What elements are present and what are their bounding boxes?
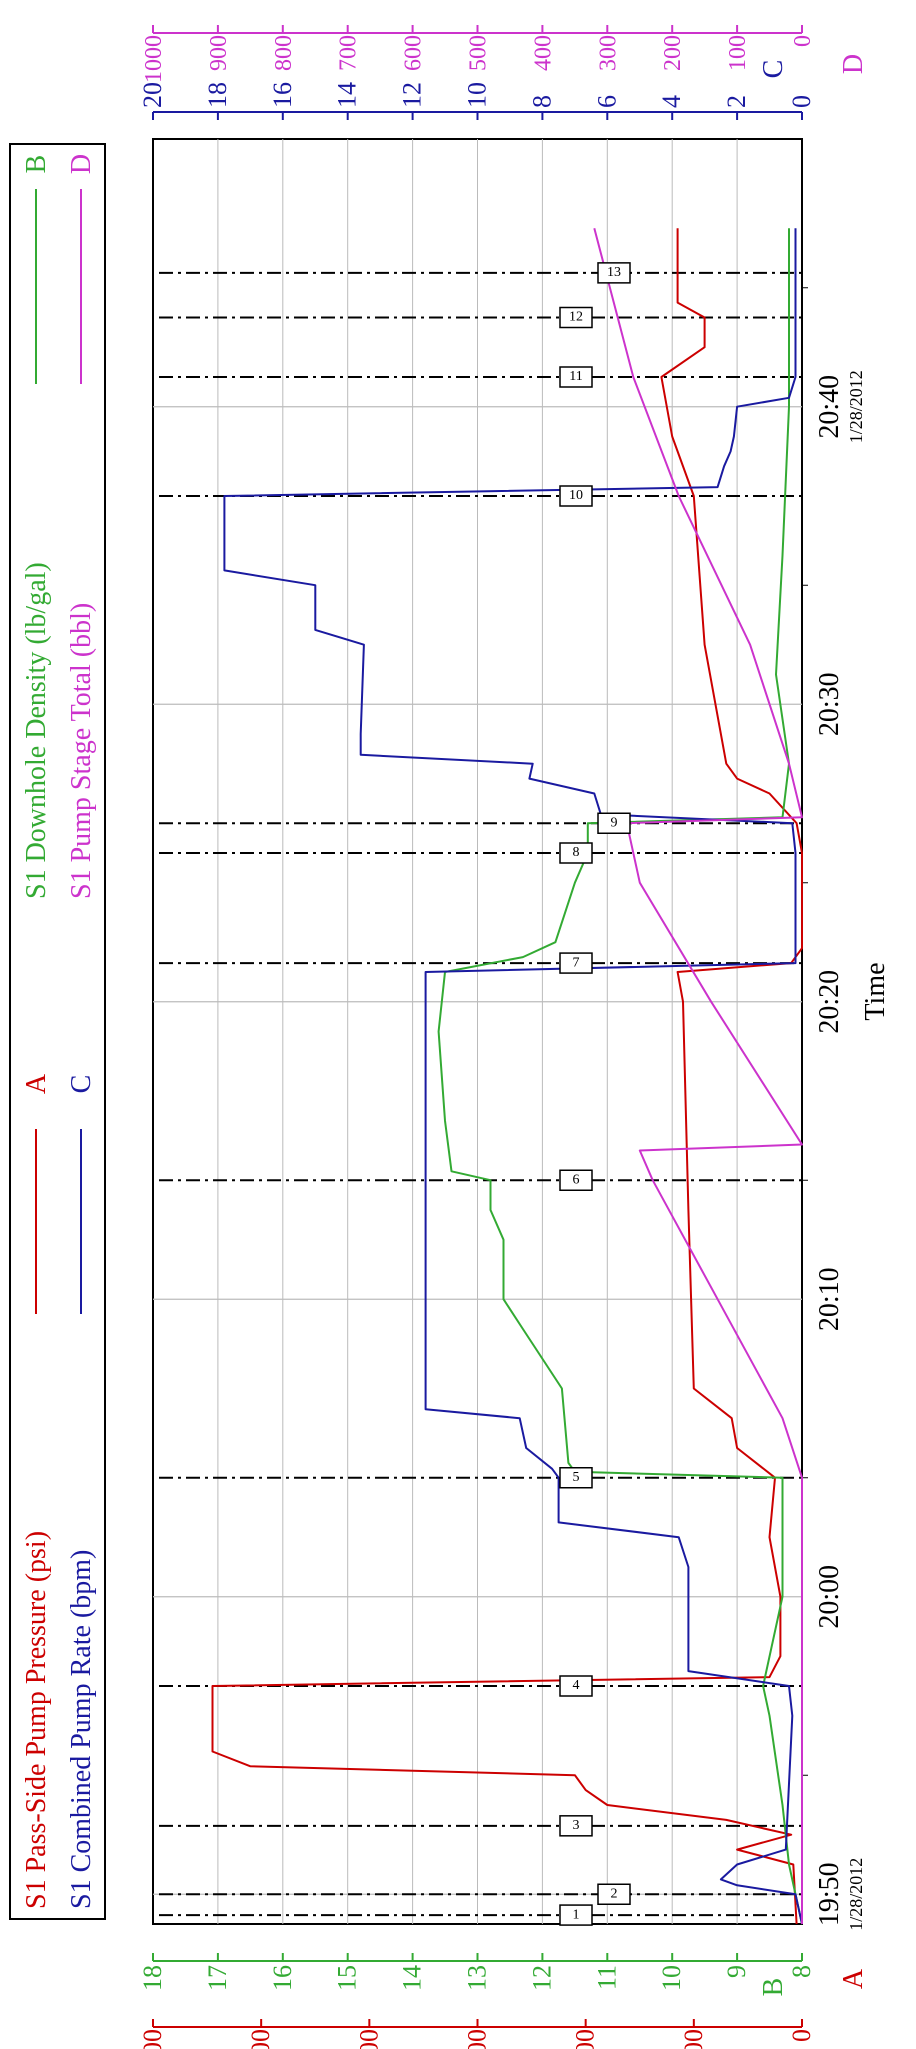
- axis-a-tick-label: 0: [787, 2029, 816, 2042]
- axis-d-tick-label: 400: [530, 35, 556, 71]
- legend-axis-letter: A: [21, 1073, 52, 1094]
- axis-c-tick-label: 12: [398, 82, 427, 108]
- axis-c-tick-label: 2: [722, 95, 751, 108]
- event-marker-flag: [559, 952, 593, 974]
- axis-d-tick-label: 700: [336, 35, 362, 71]
- axis-c-tick-label: 14: [333, 82, 362, 108]
- event-marker-label: 8: [573, 845, 580, 860]
- axis-c-tick-label: 10: [463, 82, 492, 108]
- event-marker-flag: [559, 1467, 593, 1489]
- axis-a-tick-label: 1000: [679, 2029, 708, 2049]
- event-marker-label: 13: [607, 265, 621, 280]
- legend-label: S1 Pass-Side Pump Pressure (psi): [21, 1531, 52, 1909]
- axis-c-letter: C: [758, 60, 789, 79]
- axis-d-letter: D: [838, 54, 869, 74]
- axis-c-tick-label: 20: [138, 82, 167, 108]
- axis-c-tick-label: 4: [657, 95, 686, 108]
- axis-b-tick-label: 10: [657, 1965, 686, 1991]
- axis-d-tick-label: 100: [725, 35, 751, 71]
- event-marker-label: 1: [573, 1907, 580, 1922]
- axis-d-tick-label: 600: [401, 35, 427, 71]
- axis-b-tick-label: 16: [268, 1965, 297, 1991]
- event-marker-flag: [559, 1815, 593, 1837]
- x-tick-label: 20:40: [814, 375, 845, 439]
- axis-d-tick-label: 500: [466, 35, 492, 71]
- x-tick-sublabel: 1/28/2012: [846, 1858, 866, 1931]
- axis-c-tick-label: 18: [203, 82, 232, 108]
- event-marker-label: 10: [569, 488, 583, 503]
- axis-d-tick-label: 1000: [141, 35, 167, 83]
- event-marker-flag: [559, 1904, 593, 1926]
- event-marker-label: 4: [573, 1678, 580, 1693]
- legend-axis-letter: C: [66, 1075, 97, 1094]
- legend-label: S1 Combined Pump Rate (bpm): [66, 1550, 97, 1909]
- event-marker-label: 2: [611, 1886, 618, 1901]
- event-marker-flag: [559, 842, 593, 864]
- axis-a-tick-label: 4000: [354, 2029, 383, 2049]
- legend-label: S1 Downhole Density (lb/gal): [21, 562, 52, 899]
- event-marker-label: 5: [573, 1470, 580, 1485]
- axis-b-tick-label: 9: [722, 1965, 751, 1978]
- axis-b-tick-label: 13: [463, 1965, 492, 1991]
- event-marker-flag: [559, 1169, 593, 1191]
- event-marker-label: 7: [573, 955, 580, 970]
- event-marker-flag: [559, 485, 593, 507]
- x-axis-label: Time: [860, 962, 891, 1020]
- axis-c-tick-label: 0: [787, 95, 816, 108]
- axis-a-tick-label: 3000: [463, 2029, 492, 2049]
- axis-a-tick-label: 6000: [138, 2029, 167, 2049]
- legend-axis-letter: D: [66, 154, 97, 174]
- series-line: [593, 227, 803, 1924]
- event-marker-flag: [597, 812, 631, 834]
- axis-b-letter: B: [758, 1978, 789, 1997]
- axis-d-tick-label: 800: [271, 35, 297, 71]
- axis-d-tick-label: 300: [595, 35, 621, 71]
- axis-b-tick-label: 12: [527, 1965, 556, 1991]
- axis-b-tick-label: 14: [398, 1965, 427, 1991]
- series-line: [211, 228, 803, 1925]
- axis-b-tick-label: 8: [787, 1965, 816, 1978]
- axis-c-tick-label: 6: [592, 95, 621, 108]
- axis-b-tick-label: 15: [333, 1965, 362, 1991]
- legend-axis-letter: B: [21, 155, 52, 174]
- x-tick-label: 20:20: [814, 970, 845, 1034]
- axis-a-tick-label: 5000: [246, 2029, 275, 2049]
- legend-label: S1 Pump Stage Total (bbl): [66, 603, 97, 899]
- x-tick-label: 19:50: [814, 1862, 845, 1926]
- legend-box: [9, 143, 106, 1920]
- event-marker-label: 9: [611, 815, 618, 830]
- event-marker-label: 6: [573, 1172, 580, 1187]
- x-tick-label: 20:00: [814, 1565, 845, 1629]
- axis-c-tick-label: 8: [527, 95, 556, 108]
- axis-d-tick-label: 200: [660, 35, 686, 71]
- x-tick-label: 20:10: [814, 1267, 845, 1331]
- event-marker-flag: [559, 306, 593, 329]
- event-marker-flag: [597, 262, 631, 284]
- event-marker-label: 3: [573, 1818, 580, 1833]
- axis-d-tick-label: 0: [790, 35, 816, 47]
- series-line: [223, 228, 803, 1925]
- x-tick-sublabel: 1/28/2012: [846, 370, 866, 443]
- event-marker-label: 11: [569, 369, 582, 384]
- axis-c-tick-label: 16: [268, 82, 297, 108]
- axis-a-letter: A: [838, 1968, 869, 1989]
- axis-b-tick-label: 18: [138, 1965, 167, 1991]
- event-marker-flag: [559, 366, 593, 388]
- event-marker-flag: [597, 1883, 631, 1905]
- axis-d-tick-label: 900: [206, 35, 232, 71]
- x-tick-label: 20:30: [814, 672, 845, 736]
- event-marker-label: 12: [569, 310, 583, 325]
- axis-b-tick-label: 11: [592, 1965, 621, 1990]
- event-marker-flag: [559, 1675, 593, 1697]
- axis-b-tick-label: 17: [203, 1965, 232, 1991]
- axis-a-tick-label: 2000: [571, 2029, 600, 2049]
